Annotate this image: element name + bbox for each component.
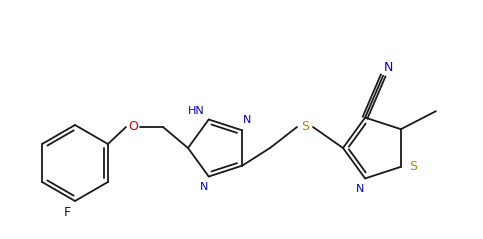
Text: S: S <box>301 120 309 134</box>
Text: F: F <box>63 206 71 219</box>
Text: O: O <box>128 120 138 134</box>
Text: S: S <box>409 160 417 173</box>
Text: N: N <box>384 61 393 74</box>
Text: N: N <box>243 115 252 125</box>
Text: N: N <box>199 182 208 191</box>
Text: N: N <box>356 185 364 195</box>
Text: HN: HN <box>188 106 205 116</box>
